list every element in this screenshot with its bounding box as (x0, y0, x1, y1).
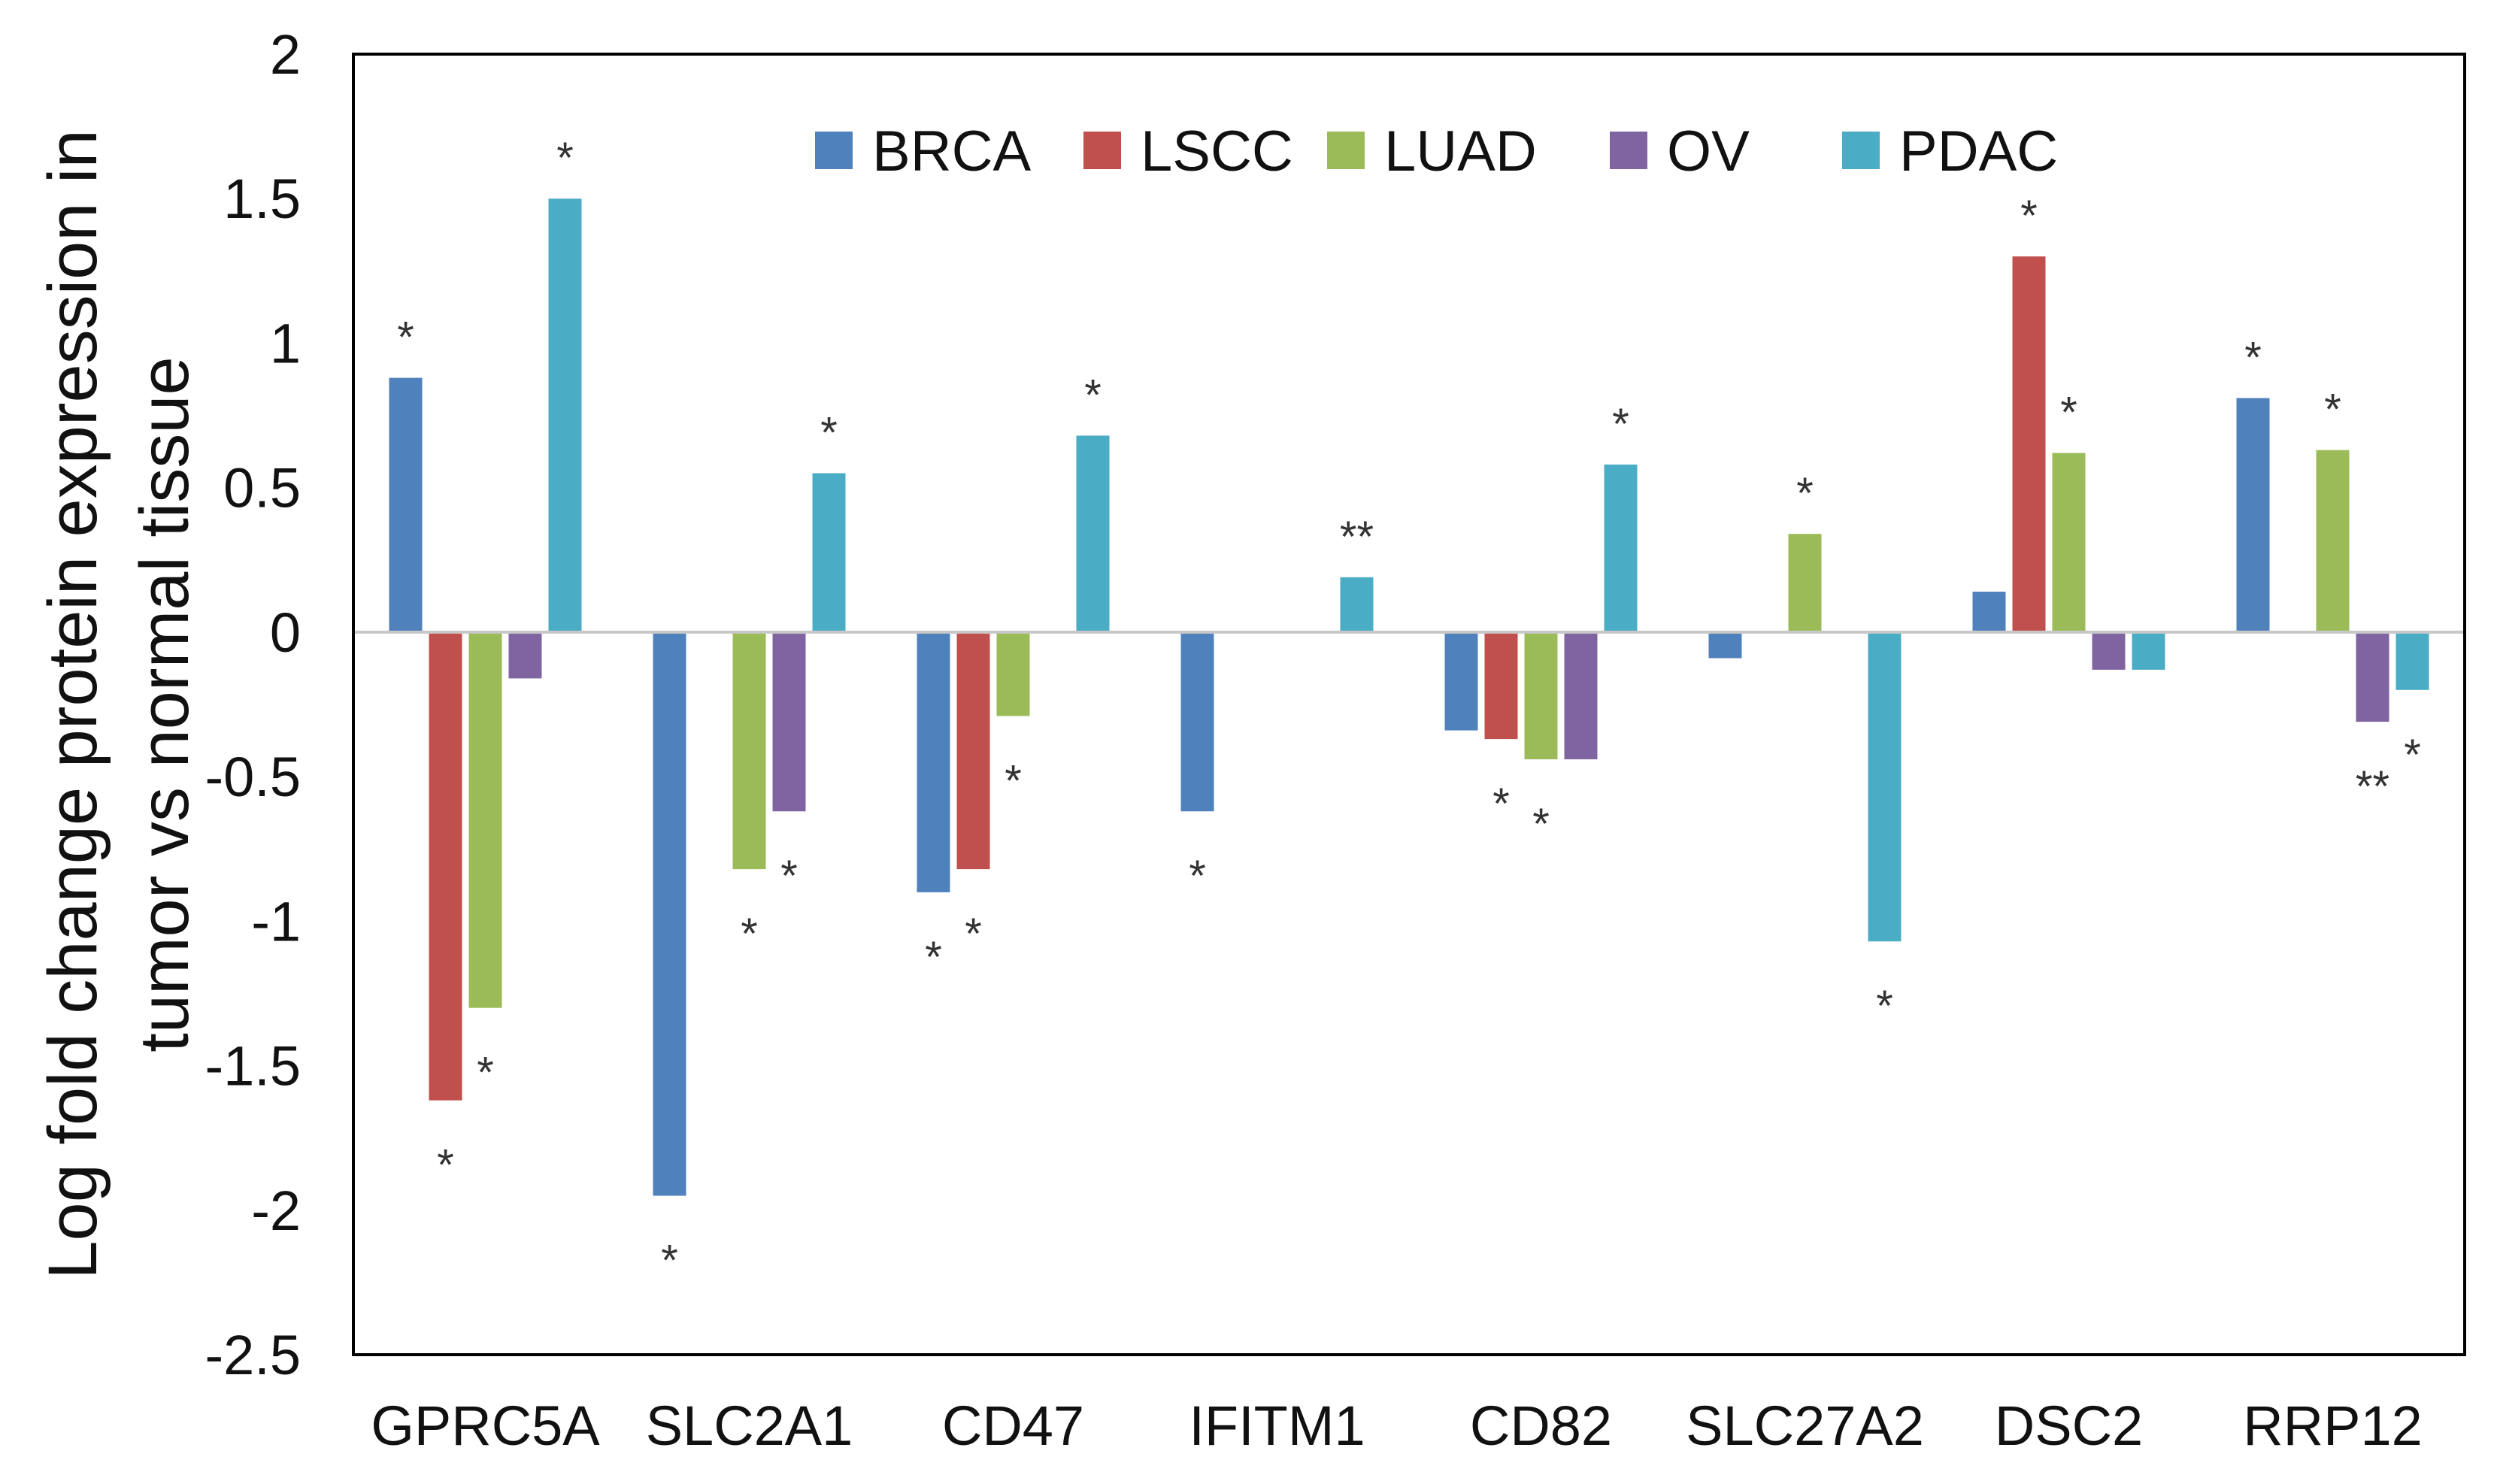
bar (389, 377, 423, 632)
significance-star: * (741, 910, 758, 959)
legend-swatch (1842, 132, 1880, 169)
x-tick-label: CD82 (1470, 1395, 1612, 1457)
x-axis-category-labels: GPRC5A SLC2A1 CD47 IFITM1 CD82 SLC27A2 DSC2 RRP… (371, 1395, 2422, 1457)
significance-star: * (780, 852, 798, 901)
significance-star: * (1532, 800, 1550, 849)
bar (2236, 398, 2270, 632)
significance-star: ** (1340, 513, 1374, 562)
bar (2012, 256, 2046, 632)
y-axis-title: Log fold change protein expression in tum… (35, 129, 203, 1279)
y-tick-label: -1.5 (205, 1035, 301, 1098)
y-tick-label: 0.5 (223, 457, 301, 519)
y-tick-label: -2 (251, 1180, 301, 1242)
significance-star: * (1084, 371, 1102, 419)
bar (2356, 631, 2389, 722)
y-tick-label: -1 (251, 890, 301, 952)
significance-star: * (2020, 192, 2038, 241)
bar (2052, 453, 2086, 632)
significance-star: * (2404, 731, 2421, 780)
legend-label: LUAD (1384, 120, 1537, 183)
bar (429, 631, 462, 1101)
bar (1524, 631, 1558, 760)
significance-star: * (2324, 386, 2341, 435)
bar (1868, 631, 1902, 942)
y-axis-title-line: tumor vs normal tissue (126, 356, 203, 1052)
legend-label: PDAC (1899, 120, 2058, 183)
significance-star: * (1005, 756, 1022, 805)
x-tick-label: IFITM1 (1189, 1395, 1365, 1457)
legend-swatch (1610, 132, 1647, 169)
bar (1340, 577, 1374, 632)
bar (1788, 534, 1822, 632)
bar (1972, 592, 2006, 632)
significance-star: * (2060, 389, 2077, 438)
y-tick-label: 0 (270, 601, 301, 664)
bar (2132, 631, 2165, 670)
x-tick-label: CD47 (942, 1395, 1084, 1457)
significance-star: * (925, 933, 942, 982)
bar (1076, 435, 1110, 632)
y-axis-title-line: Log fold change protein expression in (35, 129, 111, 1279)
legend-swatch (815, 132, 853, 169)
y-tick-label: -2.5 (205, 1324, 301, 1386)
y-tick-label: 2 (270, 23, 301, 86)
bar (1180, 631, 1214, 812)
legend-label: OV (1667, 120, 1750, 183)
significance-star: * (1796, 469, 1814, 518)
bar (1564, 631, 1598, 760)
significance-star: * (477, 1049, 494, 1098)
bar (812, 473, 846, 632)
bar (2316, 450, 2350, 632)
bar (2092, 631, 2126, 670)
x-tick-label: DSC2 (1995, 1395, 2143, 1457)
bar (772, 631, 806, 812)
legend: BRCA LSCC LUAD OV PDAC (815, 120, 2058, 183)
y-axis-ticks: 2 1.5 1 0.5 0 -0.5 -1 -1.5 -2 -2.5 (205, 23, 301, 1386)
plot-area-frame (352, 53, 2466, 1356)
significance-markers: ********* ******* *********** (397, 134, 2421, 1285)
bar (468, 631, 502, 1008)
bar (996, 631, 1030, 716)
legend-swatch (1083, 132, 1121, 169)
bar (508, 631, 542, 679)
y-tick-label: 1 (270, 312, 301, 374)
legend-label: LSCC (1141, 120, 1293, 183)
x-tick-label: GPRC5A (371, 1395, 600, 1457)
significance-star: ** (2356, 762, 2389, 811)
bar (732, 631, 766, 870)
bar (1604, 464, 1638, 632)
significance-star: * (556, 134, 574, 183)
bar (917, 631, 950, 892)
x-tick-label: SLC2A1 (646, 1395, 853, 1457)
significance-star: * (661, 1237, 678, 1286)
bar (653, 631, 686, 1196)
y-tick-label: 1.5 (223, 168, 301, 230)
legend-swatch (1327, 132, 1365, 169)
y-tick-label: -0.5 (205, 746, 301, 808)
legend-label: BRCA (872, 120, 1031, 183)
x-tick-label: SLC27A2 (1686, 1395, 1924, 1457)
x-tick-label: RRP12 (2243, 1395, 2423, 1457)
significance-star: * (397, 313, 414, 362)
significance-star: * (1612, 400, 1629, 449)
significance-star: * (1492, 780, 1510, 828)
significance-star: * (965, 910, 982, 959)
significance-star: * (437, 1141, 454, 1190)
bar (1708, 631, 1742, 659)
significance-star: * (820, 408, 838, 457)
bar (548, 198, 582, 632)
bar (2396, 631, 2429, 690)
bar (1484, 631, 1518, 740)
bars (389, 198, 2429, 1196)
significance-star: * (1189, 852, 1206, 901)
bar (1444, 631, 1478, 731)
significance-star: * (2244, 333, 2262, 382)
significance-star: * (1876, 982, 1893, 1031)
bar (956, 631, 990, 870)
